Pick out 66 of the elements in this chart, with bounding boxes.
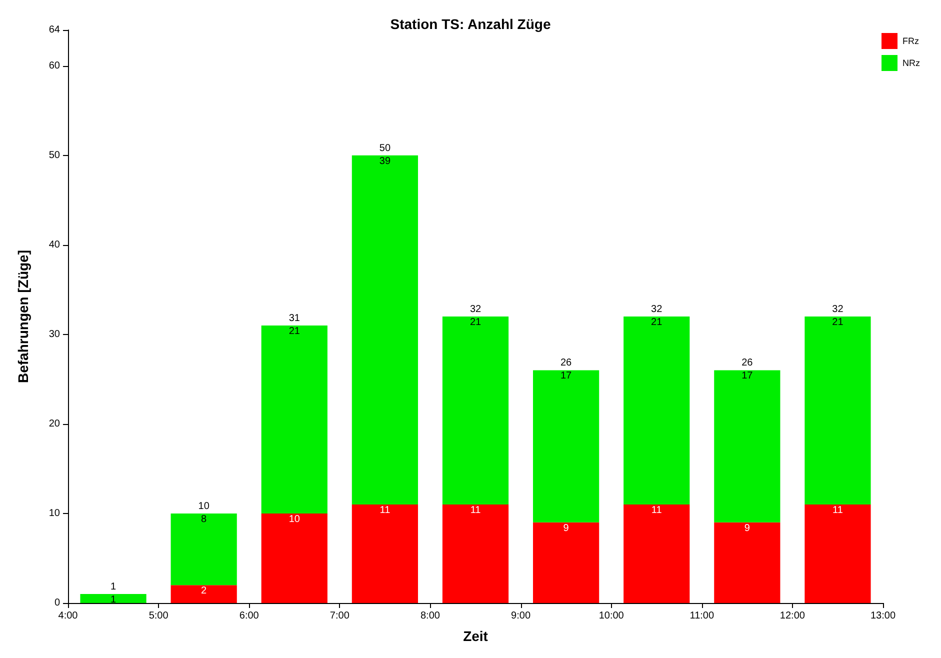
y-axis-title: Befahrungen [Züge] — [15, 250, 31, 383]
x-tick-label: 9:00 — [511, 610, 531, 622]
data-label: 11 — [380, 505, 391, 516]
total-label: 10 — [198, 500, 210, 512]
x-tick-label: 13:00 — [870, 610, 896, 622]
y-tick-label: 10 — [48, 508, 60, 519]
bar — [804, 316, 871, 505]
data-label: 21 — [832, 317, 844, 328]
x-tick-label: 12:00 — [780, 610, 806, 622]
x-tick-label: 11:00 — [690, 610, 714, 622]
data-label: 9 — [563, 522, 570, 534]
data-label: 11 — [470, 505, 482, 516]
bar — [442, 316, 509, 505]
total-label: 32 — [470, 304, 482, 315]
x-tick-label: 8:00 — [420, 610, 440, 622]
total-label: 32 — [832, 304, 844, 315]
total-label: 1 — [110, 582, 116, 593]
data-label: 21 — [651, 317, 663, 328]
y-tick-label: 0 — [54, 598, 60, 608]
bar — [352, 504, 418, 603]
x-tick-label: 5:00 — [148, 610, 169, 622]
data-label: 17 — [560, 370, 572, 382]
bar — [804, 504, 871, 603]
data-label: 2 — [201, 586, 208, 597]
y-tick-label: 60 — [48, 60, 60, 72]
bar — [170, 513, 237, 586]
data-label: 11 — [832, 505, 844, 516]
bar — [442, 504, 509, 603]
x-tick-label: 7:00 — [330, 610, 350, 622]
bar — [352, 155, 418, 505]
data-label: 21 — [470, 317, 482, 328]
y-tick-label: 20 — [48, 418, 60, 430]
bar — [533, 370, 600, 522]
total-label: 50 — [379, 142, 391, 154]
data-label: 17 — [742, 370, 754, 382]
legend-label: FRz — [902, 36, 920, 46]
bar — [80, 594, 146, 603]
data-label: 10 — [288, 514, 300, 525]
y-tick-label: 40 — [48, 239, 60, 250]
data-label: 39 — [379, 156, 391, 167]
bar — [624, 504, 690, 603]
bar — [714, 370, 780, 522]
data-label: 11 — [651, 505, 662, 516]
x-tick-label: 10:00 — [598, 610, 624, 622]
data-label: 1 — [110, 594, 116, 606]
bar — [170, 585, 237, 603]
bar — [624, 316, 690, 505]
data-label: 21 — [288, 326, 300, 337]
y-tick-label: 30 — [48, 328, 60, 340]
y-tick-label: 64 — [48, 24, 60, 36]
chart-title: Station TS: Anzahl Züge — [390, 16, 551, 32]
data-label: 9 — [744, 522, 750, 534]
total-label: 32 — [651, 304, 663, 315]
data-label: 8 — [201, 514, 208, 525]
bar — [261, 513, 328, 603]
bar — [261, 325, 328, 514]
total-label: 31 — [288, 312, 300, 324]
legend-label: NRz — [902, 58, 920, 68]
total-label: 26 — [560, 358, 572, 369]
x-tick-label: 6:00 — [239, 610, 260, 622]
y-tick-label: 50 — [48, 150, 60, 161]
bar — [714, 522, 780, 603]
x-tick-label: 4:00 — [58, 610, 78, 622]
total-label: 26 — [742, 358, 754, 369]
x-axis-title: Zeit — [463, 628, 488, 644]
bar — [533, 522, 600, 603]
